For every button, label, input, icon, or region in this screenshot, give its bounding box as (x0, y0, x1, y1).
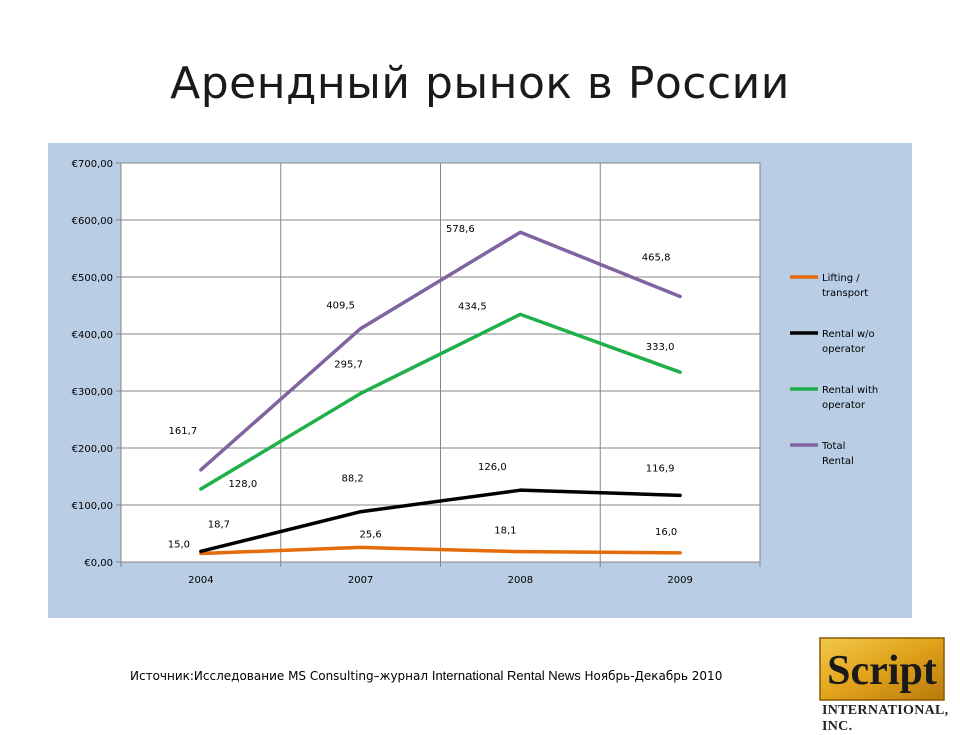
y-tick-label: €0,00 (84, 558, 113, 569)
legend-label: Total Rental (821, 441, 854, 467)
data-label: 16,0 (655, 527, 677, 538)
data-label: 18,1 (494, 526, 516, 537)
series-line-3 (199, 312, 682, 491)
y-tick-label: €600,00 (72, 216, 113, 227)
source-text-1: Источник:Исследование MS Consulting–журн… (130, 669, 432, 683)
data-label: 128,0 (229, 479, 258, 490)
series-line-1 (199, 545, 682, 556)
chart-panel: €0,00 €100,00 €200,00 €300,00 €400,00 €500,00… (48, 143, 912, 618)
legend-label: Rental w/o operator (822, 329, 875, 355)
data-label: 333,0 (646, 342, 675, 353)
series-line-4 (199, 230, 682, 472)
data-label: 88,2 (341, 474, 363, 485)
data-label: 116,9 (646, 463, 675, 474)
x-tick-label: 2004 (188, 575, 213, 586)
series-line-2 (199, 488, 682, 554)
x-tick-label: 2008 (508, 575, 533, 586)
data-label: 578,6 (446, 224, 475, 235)
source-text-3: Ноябрь-Декабрь 2010 (580, 669, 723, 683)
data-label: 409,5 (326, 301, 355, 312)
logo-word: Script (827, 648, 937, 694)
data-label: 25,6 (359, 529, 381, 540)
data-label: 465,8 (642, 252, 671, 263)
legend-label: Rental with operator (822, 385, 878, 411)
data-label: 18,7 (208, 519, 230, 530)
data-label: 15,0 (168, 539, 190, 550)
legend-label: Lifting / transport (822, 273, 868, 299)
y-tick-label: €500,00 (72, 273, 113, 284)
x-tick-label: 2007 (348, 575, 373, 586)
x-tick-label: 2009 (667, 575, 692, 586)
data-label: 434,5 (458, 301, 487, 312)
data-label: 295,7 (334, 359, 363, 370)
line-chart: €0,00 €100,00 €200,00 €300,00 €400,00 €500,00… (72, 159, 879, 586)
script-logo: Script (816, 636, 948, 706)
data-label: 161,7 (169, 426, 198, 437)
source-note: Источник:Исследование MS Consulting–журн… (130, 668, 722, 683)
y-tick-label: €300,00 (72, 387, 113, 398)
y-tick-label: €100,00 (72, 501, 113, 512)
y-tick-label: €400,00 (72, 330, 113, 341)
data-label: 126,0 (478, 462, 507, 473)
y-tick-label: €700,00 (72, 159, 113, 170)
y-tick-label: €200,00 (72, 444, 113, 455)
logo-caption: INTERNATIONAL, INC. (822, 703, 949, 734)
slide-title: Арендный рынок в России (170, 58, 790, 109)
script-logo-image: Script (819, 637, 945, 701)
source-text-2: International Rental News (431, 668, 581, 683)
